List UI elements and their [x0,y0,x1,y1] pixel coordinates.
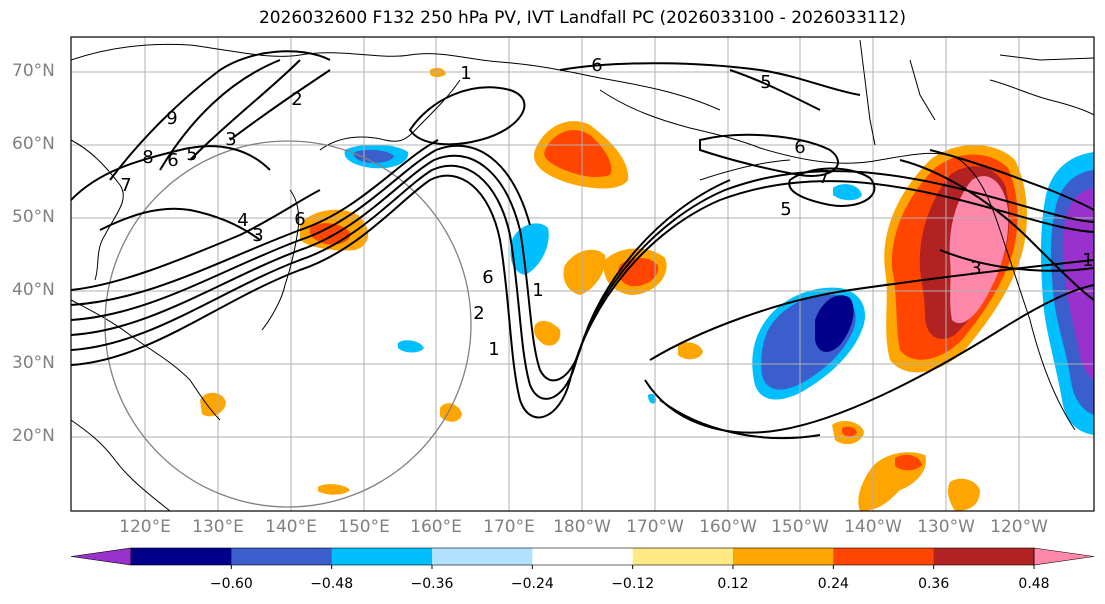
colorbar-tick-label: −0.60 [209,576,253,592]
contour-label: 3 [225,129,236,150]
contour-label: 1 [532,280,543,301]
shaded-region [895,454,922,471]
shaded-region [398,340,424,353]
colorbar-tick-label: −0.24 [510,576,554,592]
shaded-region [544,130,612,178]
lon-label: 120°W [990,517,1048,537]
shaded-region [815,295,854,352]
lat-label: 30°N [12,353,55,373]
contour-label: 2 [291,89,302,110]
contour-label: 3 [252,225,263,246]
lat-label: 40°N [12,280,55,300]
lon-label: 140°W [844,517,902,537]
contour-label: 5 [780,199,791,220]
shaded-region [1062,188,1094,380]
shaded-region [648,393,657,404]
shaded-region [200,392,226,417]
contour-label: 6 [294,209,305,230]
colorbar-tick-label: −0.12 [611,576,655,592]
lat-label: 60°N [12,134,55,154]
lon-label: 150°E [338,517,390,537]
shaded-region [534,320,561,346]
lon-label: 120°E [119,517,171,537]
lon-label: 180°W [553,517,611,537]
contour-label: 6 [591,55,602,76]
gridlines [71,37,1094,511]
contour-label: 7 [818,167,829,188]
colorbar-tick-label: −0.48 [310,576,354,592]
contour-label: 3 [970,258,981,279]
contour-label: 8 [142,147,153,168]
contour-label: 1 [1082,250,1093,271]
contour-label: 6 [794,137,805,158]
shaded-region [842,426,857,437]
contour-label: 4 [237,210,248,231]
contour-label: 2 [473,303,484,324]
colorbar-tick-label: 0.48 [1018,576,1050,592]
shaded-region [833,184,862,201]
lon-label: 160°W [699,517,757,537]
lon-label: 160°E [410,517,462,537]
domain-circle [104,140,472,508]
contour-label: 7 [120,175,131,196]
contour-label: 9 [166,108,177,129]
lat-label: 20°N [12,426,55,446]
colorbar-tick-label: 0.24 [817,576,849,592]
pv-contours [71,50,1094,440]
map-frame [70,36,1095,512]
shaded-region [309,223,351,245]
shaded-region [318,484,350,495]
contour-label: 1 [460,63,471,84]
colorbar-tick-label: 0.36 [918,576,950,592]
lon-label: 130°W [917,517,975,537]
contour-label: 6 [167,150,178,171]
contour-label: 5 [186,144,197,165]
contour-label: 6 [482,267,493,288]
shaded-region [563,249,606,295]
shaded-region [947,478,980,511]
contour-label: 1 [488,339,499,360]
lon-label: 150°W [771,517,829,537]
coastlines [71,39,1094,511]
lon-label: 140°E [265,517,317,537]
contour-label: 5 [760,72,771,93]
lon-label: 130°E [192,517,244,537]
shaded-region [678,342,703,360]
contour-labels: 1 6 5 2 9 3 8 6 5 7 4 3 6 1 1 2 6 7 5 6 … [120,55,1093,360]
lat-label: 70°N [12,61,55,81]
lon-label: 170°E [483,517,535,537]
colorbar-tick-label: −0.36 [410,576,454,592]
map-title: 2026032600 F132 250 hPa PV, IVT Landfall… [258,8,906,28]
lat-label: 50°N [12,207,55,227]
lon-label: 170°W [626,517,684,537]
colorbar-tick-label: 0.12 [717,576,749,592]
